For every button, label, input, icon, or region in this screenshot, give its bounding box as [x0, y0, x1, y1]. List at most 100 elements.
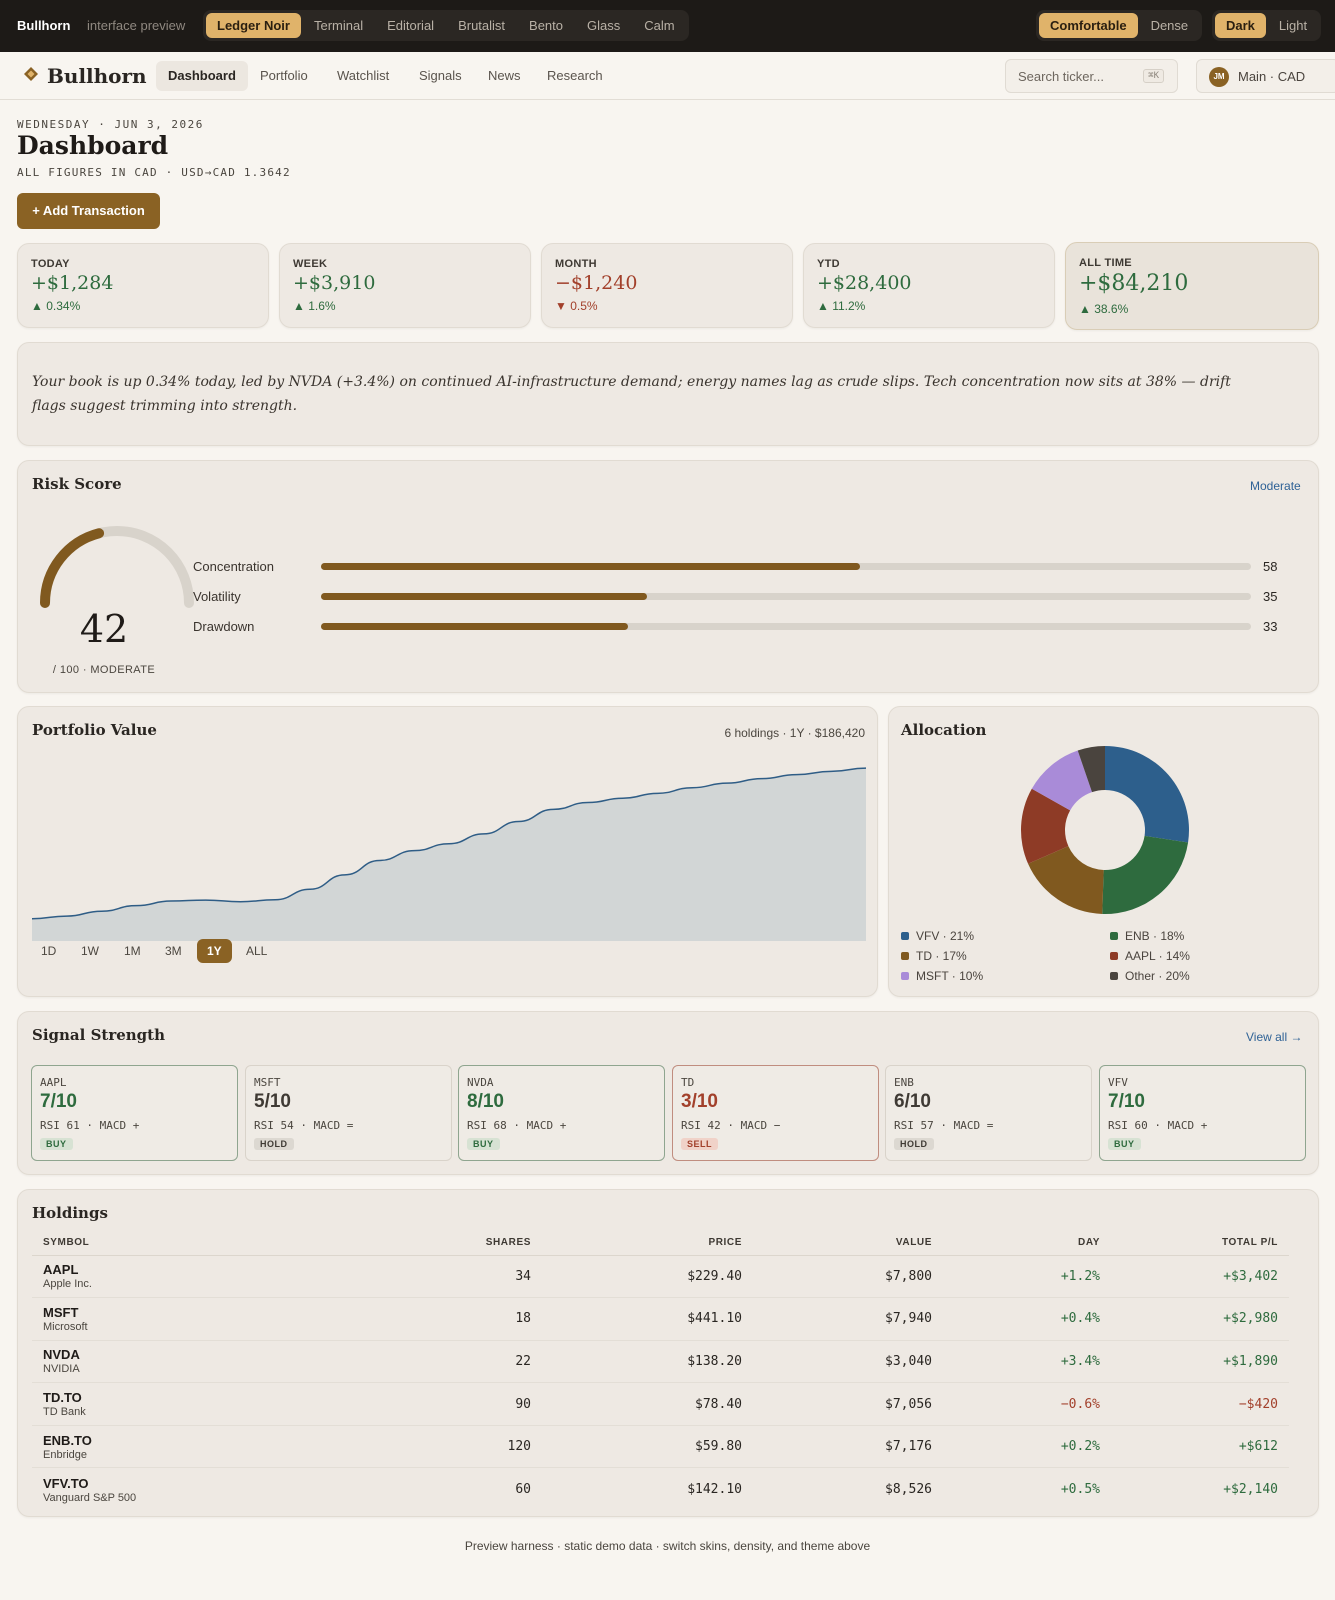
- holding-price: $138.20: [542, 1340, 753, 1384]
- holding-total-pl: +$1,890: [1111, 1340, 1289, 1384]
- timeframe-1d[interactable]: 1D: [41, 944, 57, 958]
- signal-card-td[interactable]: TD 3/10 RSI 42 · MACD − SELL: [672, 1065, 879, 1161]
- kpi-card-today[interactable]: TODAY +$1,284 ▲ 0.34%: [17, 243, 269, 328]
- diamond-logo-icon: [24, 67, 38, 81]
- holding-price: $441.10: [542, 1297, 753, 1341]
- kpi-change: ▲ 1.6%: [293, 299, 336, 313]
- holding-name: Enbridge: [43, 1448, 88, 1461]
- skin-option-glass[interactable]: Glass: [587, 18, 621, 33]
- ticker-search-input[interactable]: Search ticker... ⌘K: [1005, 59, 1178, 93]
- nav-tab-watchlist[interactable]: Watchlist: [337, 68, 390, 83]
- donut-slice-msft[interactable]: [1031, 750, 1093, 811]
- portfolio-value-area-chart[interactable]: [32, 755, 866, 941]
- column-header-price[interactable]: PRICE: [542, 1230, 753, 1256]
- donut-slice-vfv[interactable]: [1105, 746, 1189, 843]
- risk-level-link[interactable]: Moderate: [1250, 479, 1301, 493]
- holding-value: $7,940: [753, 1297, 943, 1341]
- column-header-shares[interactable]: SHARES: [332, 1230, 542, 1256]
- timeframe-all[interactable]: ALL: [246, 944, 268, 958]
- nav-tab-research[interactable]: Research: [547, 68, 603, 83]
- legend-swatch: [1110, 972, 1118, 980]
- donut-slice-enb[interactable]: [1102, 835, 1189, 914]
- signal-card-nvda[interactable]: NVDA 8/10 RSI 68 · MACD + BUY: [458, 1065, 665, 1161]
- column-header-total-pl[interactable]: TOTAL P/L: [1111, 1230, 1289, 1256]
- risk-factor-value: 58: [1263, 559, 1278, 574]
- density-option-comfortable[interactable]: Comfortable: [1039, 13, 1138, 38]
- risk-factor-fill: [321, 593, 647, 600]
- holding-price: $229.40: [542, 1255, 753, 1299]
- legend-item-vfv: VFV · 21%: [901, 929, 974, 943]
- skin-option-editorial[interactable]: Editorial: [387, 18, 435, 33]
- table-row[interactable]: MSFT Microsoft 18 $441.10 $7,940 +0.4% +$…: [32, 1297, 1289, 1341]
- timeframe-1y[interactable]: 1Y: [197, 939, 232, 963]
- signal-score: 6/10: [894, 1091, 931, 1112]
- add-transaction-button[interactable]: + Add Transaction: [17, 193, 160, 229]
- signal-score: 3/10: [681, 1091, 718, 1112]
- signal-action-badge: SELL: [681, 1138, 719, 1150]
- table-row[interactable]: VFV.TO Vanguard S&P 500 60 $142.10 $8,526…: [32, 1468, 1289, 1511]
- skin-option-terminal[interactable]: Terminal: [313, 18, 364, 33]
- account-switcher-button[interactable]: JM Main · CAD: [1196, 59, 1335, 93]
- column-header-symbol[interactable]: SYMBOL: [32, 1230, 332, 1256]
- table-row[interactable]: NVDA NVIDIA 22 $138.20 $3,040 +3.4% +$1,8…: [32, 1340, 1289, 1384]
- column-header-value[interactable]: VALUE: [753, 1230, 943, 1256]
- timeframe-3m[interactable]: 3M: [165, 944, 182, 958]
- holding-symbol-cell: NVDA NVIDIA: [32, 1340, 332, 1384]
- table-row[interactable]: TD.TO TD Bank 90 $78.40 $7,056 −0.6% −$42…: [32, 1382, 1289, 1426]
- legend-item-msft: MSFT · 10%: [901, 969, 983, 983]
- allocation-donut-chart[interactable]: [1020, 745, 1190, 915]
- holding-total-pl: +$612: [1111, 1425, 1289, 1469]
- theme-option-dark[interactable]: Dark: [1215, 13, 1266, 38]
- timeframe-1m[interactable]: 1M: [124, 944, 141, 958]
- density-option-dense[interactable]: Dense: [1150, 18, 1189, 33]
- kpi-card-all-time[interactable]: ALL TIME +$84,210 ▲ 38.6%: [1065, 242, 1319, 330]
- signal-card-msft[interactable]: MSFT 5/10 RSI 54 · MACD = HOLD: [245, 1065, 452, 1161]
- holding-day-change: +0.2%: [943, 1425, 1111, 1469]
- theme-option-light[interactable]: Light: [1278, 18, 1308, 33]
- currency-note: ALL FIGURES IN CAD · USD→CAD 1.3642: [17, 166, 291, 179]
- holding-name: Apple Inc.: [43, 1278, 92, 1291]
- signal-action-badge: HOLD: [254, 1138, 294, 1150]
- holding-total-pl: −$420: [1111, 1382, 1289, 1426]
- legend-label: Other · 20%: [1125, 969, 1190, 983]
- signal-card-aapl[interactable]: AAPL 7/10 RSI 61 · MACD + BUY: [31, 1065, 238, 1161]
- date-line: WEDNESDAY · JUN 3, 2026: [17, 118, 204, 131]
- nav-tab-signals[interactable]: Signals: [419, 68, 462, 83]
- donut-slice-other[interactable]: [1077, 746, 1105, 793]
- view-all-signals-link[interactable]: View all →: [1246, 1030, 1303, 1044]
- portfolio-value-card: Portfolio Value 6 holdings · 1Y · $186,4…: [17, 706, 878, 997]
- skin-option-ledger-noir[interactable]: Ledger Noir: [206, 13, 301, 38]
- table-row[interactable]: AAPL Apple Inc. 34 $229.40 $7,800 +1.2% +…: [32, 1255, 1289, 1299]
- holding-value: $7,176: [753, 1425, 943, 1469]
- donut-slice-td[interactable]: [1028, 846, 1104, 914]
- app-logo-text[interactable]: Bullhorn: [47, 64, 147, 88]
- account-label: Main · CAD: [1238, 69, 1306, 84]
- donut-slice-aapl[interactable]: [1021, 788, 1071, 864]
- kpi-card-month[interactable]: MONTH −$1,240 ▼ 0.5%: [541, 243, 793, 328]
- portfolio-area-line: [32, 767, 866, 920]
- kpi-card-ytd[interactable]: YTD +$28,400 ▲ 11.2%: [803, 243, 1055, 328]
- signal-card-enb[interactable]: ENB 6/10 RSI 57 · MACD = HOLD: [885, 1065, 1092, 1161]
- signal-card-vfv[interactable]: VFV 7/10 RSI 60 · MACD + BUY: [1099, 1065, 1306, 1161]
- column-header-day[interactable]: DAY: [943, 1230, 1111, 1256]
- risk-factor-track: [321, 623, 1251, 630]
- risk-score-value: 42: [79, 607, 129, 651]
- kpi-card-week[interactable]: WEEK +$3,910 ▲ 1.6%: [279, 243, 531, 328]
- skin-option-bento[interactable]: Bento: [529, 18, 564, 33]
- table-row[interactable]: ENB.TO Enbridge 120 $59.80 $7,176 +0.2% +…: [32, 1425, 1289, 1469]
- signal-symbol: MSFT: [254, 1076, 281, 1089]
- signal-action-badge: HOLD: [894, 1138, 934, 1150]
- kpi-value: +$1,284: [31, 272, 114, 294]
- allocation-card: Allocation VFV · 21% ENB · 18% TD · 17% …: [888, 706, 1319, 997]
- holding-day-change: +0.5%: [1060, 1482, 1100, 1498]
- nav-tab-news[interactable]: News: [488, 68, 521, 83]
- skin-option-calm[interactable]: Calm: [644, 18, 675, 33]
- holding-day-change: +1.2%: [943, 1255, 1111, 1299]
- holdings-card: Holdings SYMBOL SHARES PRICE VALUE DAY T…: [17, 1189, 1319, 1517]
- nav-tab-dashboard[interactable]: Dashboard: [156, 61, 248, 91]
- footer-note: Preview harness · static demo data · swi…: [464, 1539, 871, 1553]
- holding-shares: 18: [332, 1297, 542, 1341]
- nav-tab-portfolio[interactable]: Portfolio: [260, 68, 308, 83]
- timeframe-1w[interactable]: 1W: [81, 944, 99, 958]
- skin-option-brutalist[interactable]: Brutalist: [458, 18, 506, 33]
